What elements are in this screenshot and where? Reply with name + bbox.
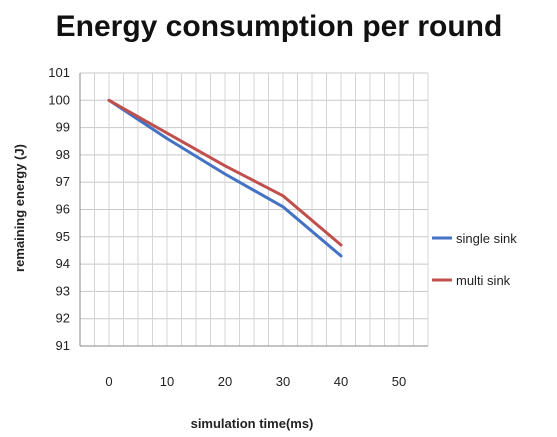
y-tick-label: 98	[56, 147, 70, 162]
x-axis-label: simulation time(ms)	[191, 416, 314, 431]
y-tick-label: 100	[48, 92, 70, 107]
legend-label: single sink	[456, 231, 517, 246]
x-tick-label: 30	[276, 374, 290, 389]
series-lines	[107, 98, 343, 258]
y-tick-label: 101	[48, 65, 70, 80]
x-tick-labels: 0 10 20 30 40 50	[105, 374, 406, 389]
series-line-multi-sink	[107, 98, 343, 247]
legend: single sink multi sink	[432, 231, 517, 288]
legend-label: multi sink	[456, 273, 511, 288]
x-tick-label: 10	[160, 374, 174, 389]
y-axis-label: remaining energy (J)	[12, 144, 27, 272]
y-tick-label: 93	[56, 283, 70, 298]
y-tick-label: 91	[56, 338, 70, 353]
y-tick-label: 95	[56, 229, 70, 244]
y-tick-labels: 91 92 93 94 95 96 97 98 99 100 101	[48, 65, 70, 353]
chart-title: Energy consumption per round	[56, 10, 503, 43]
y-tick-label: 96	[56, 202, 70, 217]
y-tick-label: 92	[56, 311, 70, 326]
y-tick-label: 97	[56, 174, 70, 189]
axes	[79, 73, 428, 347]
x-tick-label: 0	[105, 374, 112, 389]
series-line-single-sink	[107, 98, 343, 258]
x-tick-label: 50	[392, 374, 406, 389]
y-tick-label: 99	[56, 120, 70, 135]
x-tick-label: 40	[334, 374, 348, 389]
x-tick-label: 20	[218, 374, 232, 389]
y-tick-label: 94	[56, 256, 70, 271]
